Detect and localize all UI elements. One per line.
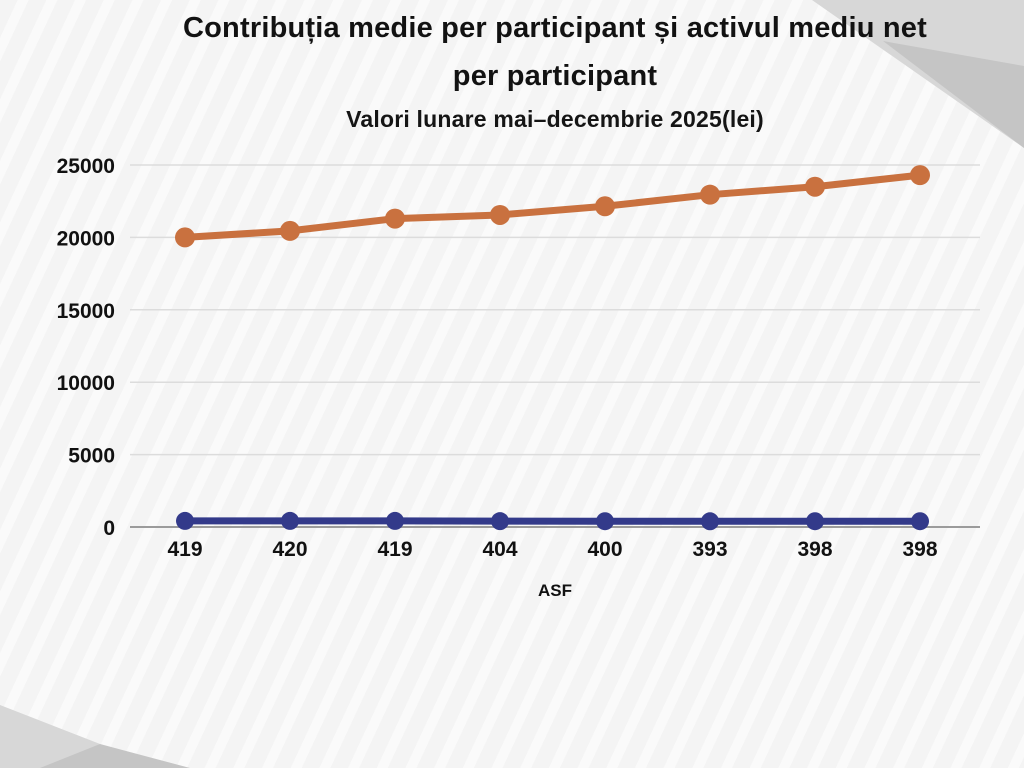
y-axis-tick-label: 5000	[68, 445, 115, 468]
x-axis-tick-label: 400	[587, 538, 622, 561]
chart-title: Contribuția medie per participant și act…	[183, 12, 927, 92]
y-axis-tick-label: 25000	[57, 155, 115, 178]
data-point[interactable]	[281, 511, 299, 530]
data-point[interactable]	[280, 220, 300, 241]
y-axis-tick-label: 10000	[57, 372, 115, 395]
data-point[interactable]	[385, 208, 405, 229]
data-point[interactable]	[910, 165, 930, 186]
x-axis-tick-label: 398	[902, 538, 937, 561]
data-point[interactable]	[595, 196, 615, 217]
data-point[interactable]	[700, 184, 720, 205]
x-axis-tick-label: 419	[167, 538, 202, 561]
chart-header: Contribuția medie per participant și act…	[86, 4, 1024, 134]
data-point[interactable]	[175, 227, 195, 248]
data-point[interactable]	[491, 512, 509, 531]
x-axis-tick-label: 398	[797, 538, 832, 561]
x-axis-tick-label: 419	[377, 538, 412, 561]
data-point[interactable]	[596, 512, 614, 531]
x-axis-tick-label: 393	[692, 538, 727, 561]
y-axis-tick-label: 0	[103, 517, 115, 540]
data-point[interactable]	[490, 204, 510, 225]
data-point[interactable]	[806, 512, 824, 531]
data-point[interactable]	[911, 512, 929, 531]
data-point[interactable]	[176, 511, 194, 530]
chart-subtitle: Valori lunare mai–decembrie 2025(lei)	[346, 106, 764, 132]
x-axis-title: ASF	[538, 581, 572, 600]
x-axis-tick-label: 404	[482, 538, 517, 561]
y-axis-tick-label: 20000	[57, 227, 115, 250]
data-point[interactable]	[701, 512, 719, 531]
data-point[interactable]	[805, 176, 825, 197]
x-axis-tick-label: 420	[272, 538, 307, 561]
data-point[interactable]	[386, 511, 404, 530]
y-axis-tick-label: 15000	[57, 300, 115, 323]
